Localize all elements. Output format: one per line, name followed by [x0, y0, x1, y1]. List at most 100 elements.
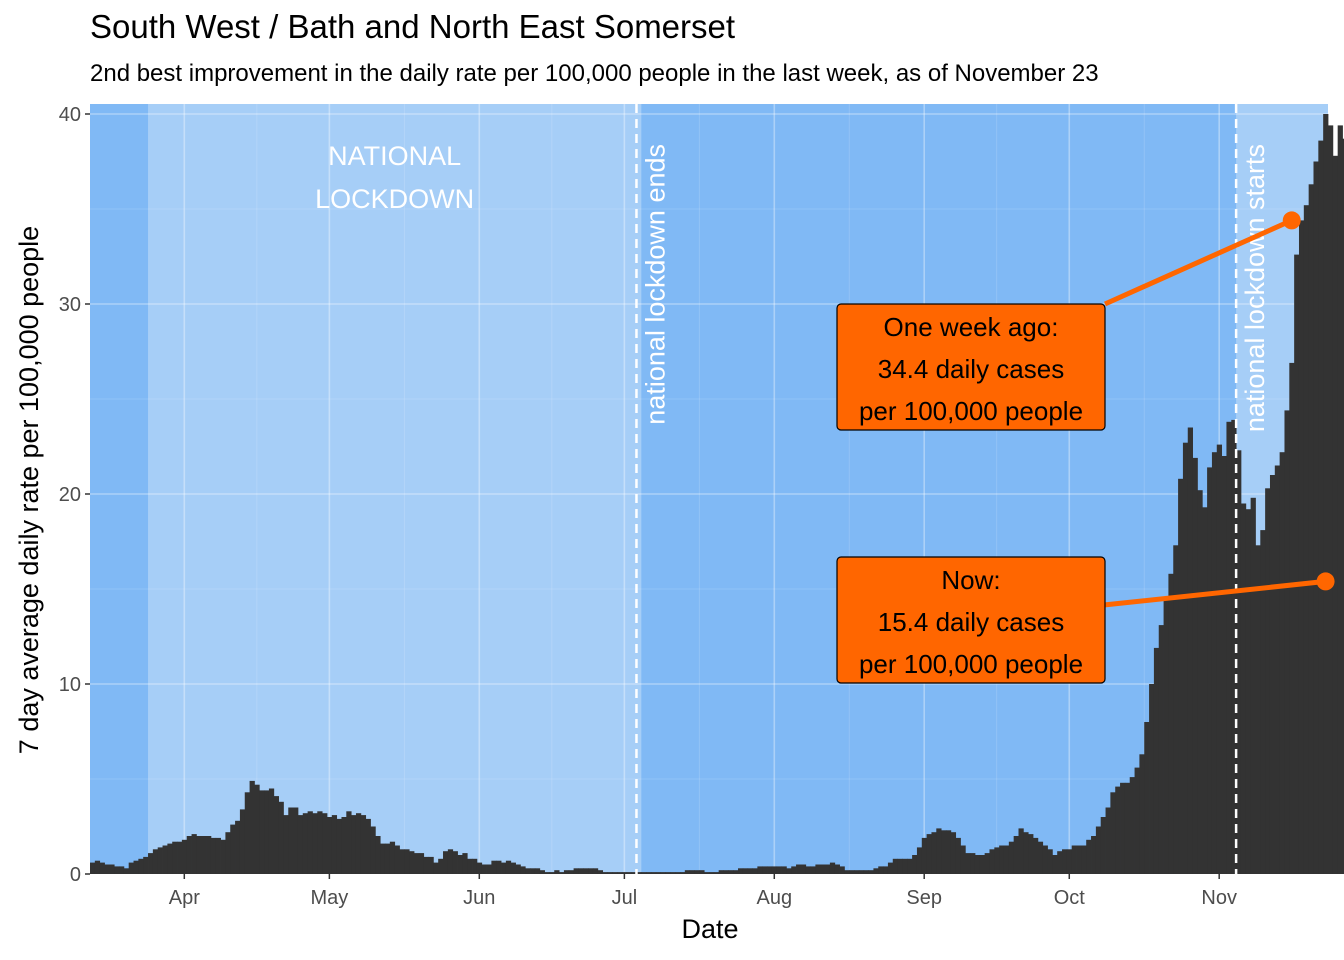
bar — [1231, 419, 1237, 874]
bar — [1149, 684, 1155, 874]
bar — [989, 849, 995, 874]
bar — [684, 870, 691, 874]
bar — [994, 847, 1000, 874]
bar — [999, 845, 1005, 874]
chart-title: South West / Bath and North East Somerse… — [90, 8, 736, 45]
bar — [897, 858, 903, 874]
bar — [776, 866, 782, 874]
bar — [423, 856, 429, 874]
bar — [1289, 362, 1295, 874]
bar — [220, 839, 226, 874]
bar — [834, 864, 840, 874]
bar — [1003, 845, 1010, 874]
bar — [351, 815, 357, 874]
bar — [602, 872, 608, 874]
bar — [800, 864, 807, 874]
bar — [302, 813, 309, 874]
bar — [588, 868, 594, 874]
bar — [109, 864, 115, 874]
bar — [960, 845, 966, 874]
bar — [1207, 467, 1213, 874]
bar — [675, 872, 681, 874]
bar — [844, 870, 850, 874]
bar — [1274, 465, 1281, 874]
bar — [549, 872, 555, 874]
bar — [762, 866, 768, 874]
bar — [1216, 444, 1223, 874]
bar — [1342, 138, 1344, 874]
bar — [1332, 155, 1339, 875]
bar — [414, 853, 420, 874]
bar — [481, 864, 487, 874]
lockdown-label-line-0: NATIONAL — [328, 141, 461, 171]
bar — [1120, 782, 1126, 874]
bar — [810, 866, 816, 874]
bar — [1129, 777, 1135, 874]
bar — [375, 836, 381, 874]
vlines-group: national lockdown ends national lockdown … — [635, 104, 1270, 874]
bar — [1028, 834, 1034, 874]
bar — [825, 864, 831, 874]
bar — [984, 853, 990, 874]
y-axis-label: 7 day average daily rate per 100,000 peo… — [14, 226, 44, 754]
bar — [360, 815, 367, 874]
annotations-group: One week ago: 34.4 daily cases per 100,000… — [836, 211, 1335, 684]
y-tick-label: 0 — [70, 864, 81, 886]
bar — [1139, 754, 1145, 874]
bar — [268, 788, 275, 874]
bar — [1115, 786, 1121, 874]
callout-text-1-1: 15.4 daily cases — [878, 607, 1064, 637]
bar — [346, 811, 352, 874]
bar — [679, 872, 686, 874]
bar — [128, 862, 134, 874]
bar — [143, 856, 149, 874]
bar — [259, 790, 265, 874]
bar — [409, 851, 415, 874]
x-tick-label: Apr — [169, 887, 200, 909]
callout-text-0-2: per 100,000 people — [859, 396, 1083, 426]
bar — [210, 837, 217, 874]
bar — [1057, 851, 1063, 874]
callout-point-1 — [1316, 572, 1335, 591]
y-tick-label: 30 — [59, 294, 81, 316]
callout-text-1-2: per 100,000 people — [859, 649, 1083, 679]
bar — [655, 872, 662, 874]
bar — [206, 836, 212, 874]
bar — [921, 837, 928, 874]
bar — [573, 868, 579, 874]
bar — [201, 836, 207, 874]
bar — [433, 862, 439, 874]
bar — [1173, 545, 1179, 874]
bar — [883, 866, 889, 874]
bar — [438, 858, 444, 874]
bar — [104, 864, 110, 874]
bar — [452, 851, 458, 874]
bar — [1337, 125, 1343, 874]
bar — [336, 818, 342, 874]
bar — [1284, 410, 1290, 874]
bar — [1303, 205, 1310, 874]
bar — [1211, 452, 1218, 874]
bar — [636, 872, 642, 874]
bars-group — [90, 114, 1344, 875]
bar — [941, 830, 947, 874]
bar — [510, 862, 516, 874]
bar — [641, 872, 647, 874]
bar — [863, 870, 869, 874]
bar — [152, 849, 159, 874]
bar — [283, 815, 289, 874]
bar — [94, 860, 101, 874]
bar — [491, 860, 497, 874]
callout-text-0-0: One week ago: — [884, 312, 1059, 342]
chart-subtitle: 2nd best improvement in the daily rate p… — [90, 60, 1099, 87]
bar — [525, 868, 531, 874]
bar — [1158, 625, 1164, 874]
x-axis-label: Date — [681, 914, 738, 944]
bar — [747, 868, 753, 874]
bar — [515, 864, 521, 874]
bar — [1071, 845, 1077, 874]
bar — [1265, 488, 1271, 874]
x-tick-label: Jun — [463, 887, 495, 909]
bar — [1168, 573, 1174, 874]
bar — [297, 815, 304, 874]
